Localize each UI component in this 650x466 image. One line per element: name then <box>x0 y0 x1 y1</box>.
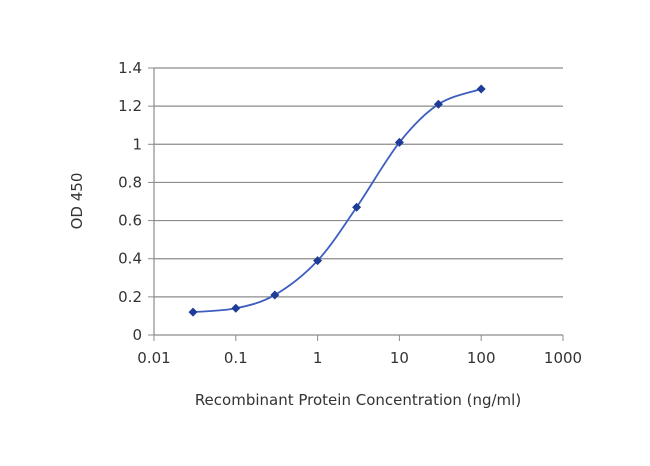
y-tick-label: 0.2 <box>118 288 142 306</box>
x-tick-label: 0.1 <box>224 349 248 367</box>
x-tick-label: 100 <box>467 349 496 367</box>
data-point <box>476 84 486 94</box>
y-axis-title: OD 450 <box>68 173 86 230</box>
data-point <box>433 99 443 109</box>
x-tick-label: 10 <box>390 349 409 367</box>
series-line <box>192 88 482 314</box>
x-tick-labels: 0.01 0.1 1 10 100 1000 <box>137 349 582 367</box>
data-point <box>188 307 198 317</box>
data-point <box>394 137 404 147</box>
x-tick-label: 1 <box>313 349 323 367</box>
x-axis-title: Recombinant Protein Concentration (ng/ml… <box>195 391 521 409</box>
data-point <box>231 303 241 313</box>
data-point <box>270 290 280 300</box>
axes <box>148 67 564 341</box>
y-tick-label: 1.4 <box>118 59 142 77</box>
y-tick-labels: 0 0.2 0.4 0.6 0.8 1 1.2 1.4 <box>118 59 142 344</box>
y-tick-label: 1 <box>132 135 142 153</box>
y-tick-label: 1.2 <box>118 97 142 115</box>
y-tick-label: 0.6 <box>118 212 142 230</box>
y-tick-label: 0 <box>132 326 142 344</box>
grid-lines <box>154 67 563 298</box>
y-tick-label: 0.4 <box>118 250 142 268</box>
series <box>188 84 486 317</box>
x-tick-label: 1000 <box>544 349 582 367</box>
data-point <box>313 256 323 266</box>
data-point <box>352 202 362 212</box>
x-tick-label: 0.01 <box>137 349 170 367</box>
y-tick-label: 0.8 <box>118 173 142 191</box>
